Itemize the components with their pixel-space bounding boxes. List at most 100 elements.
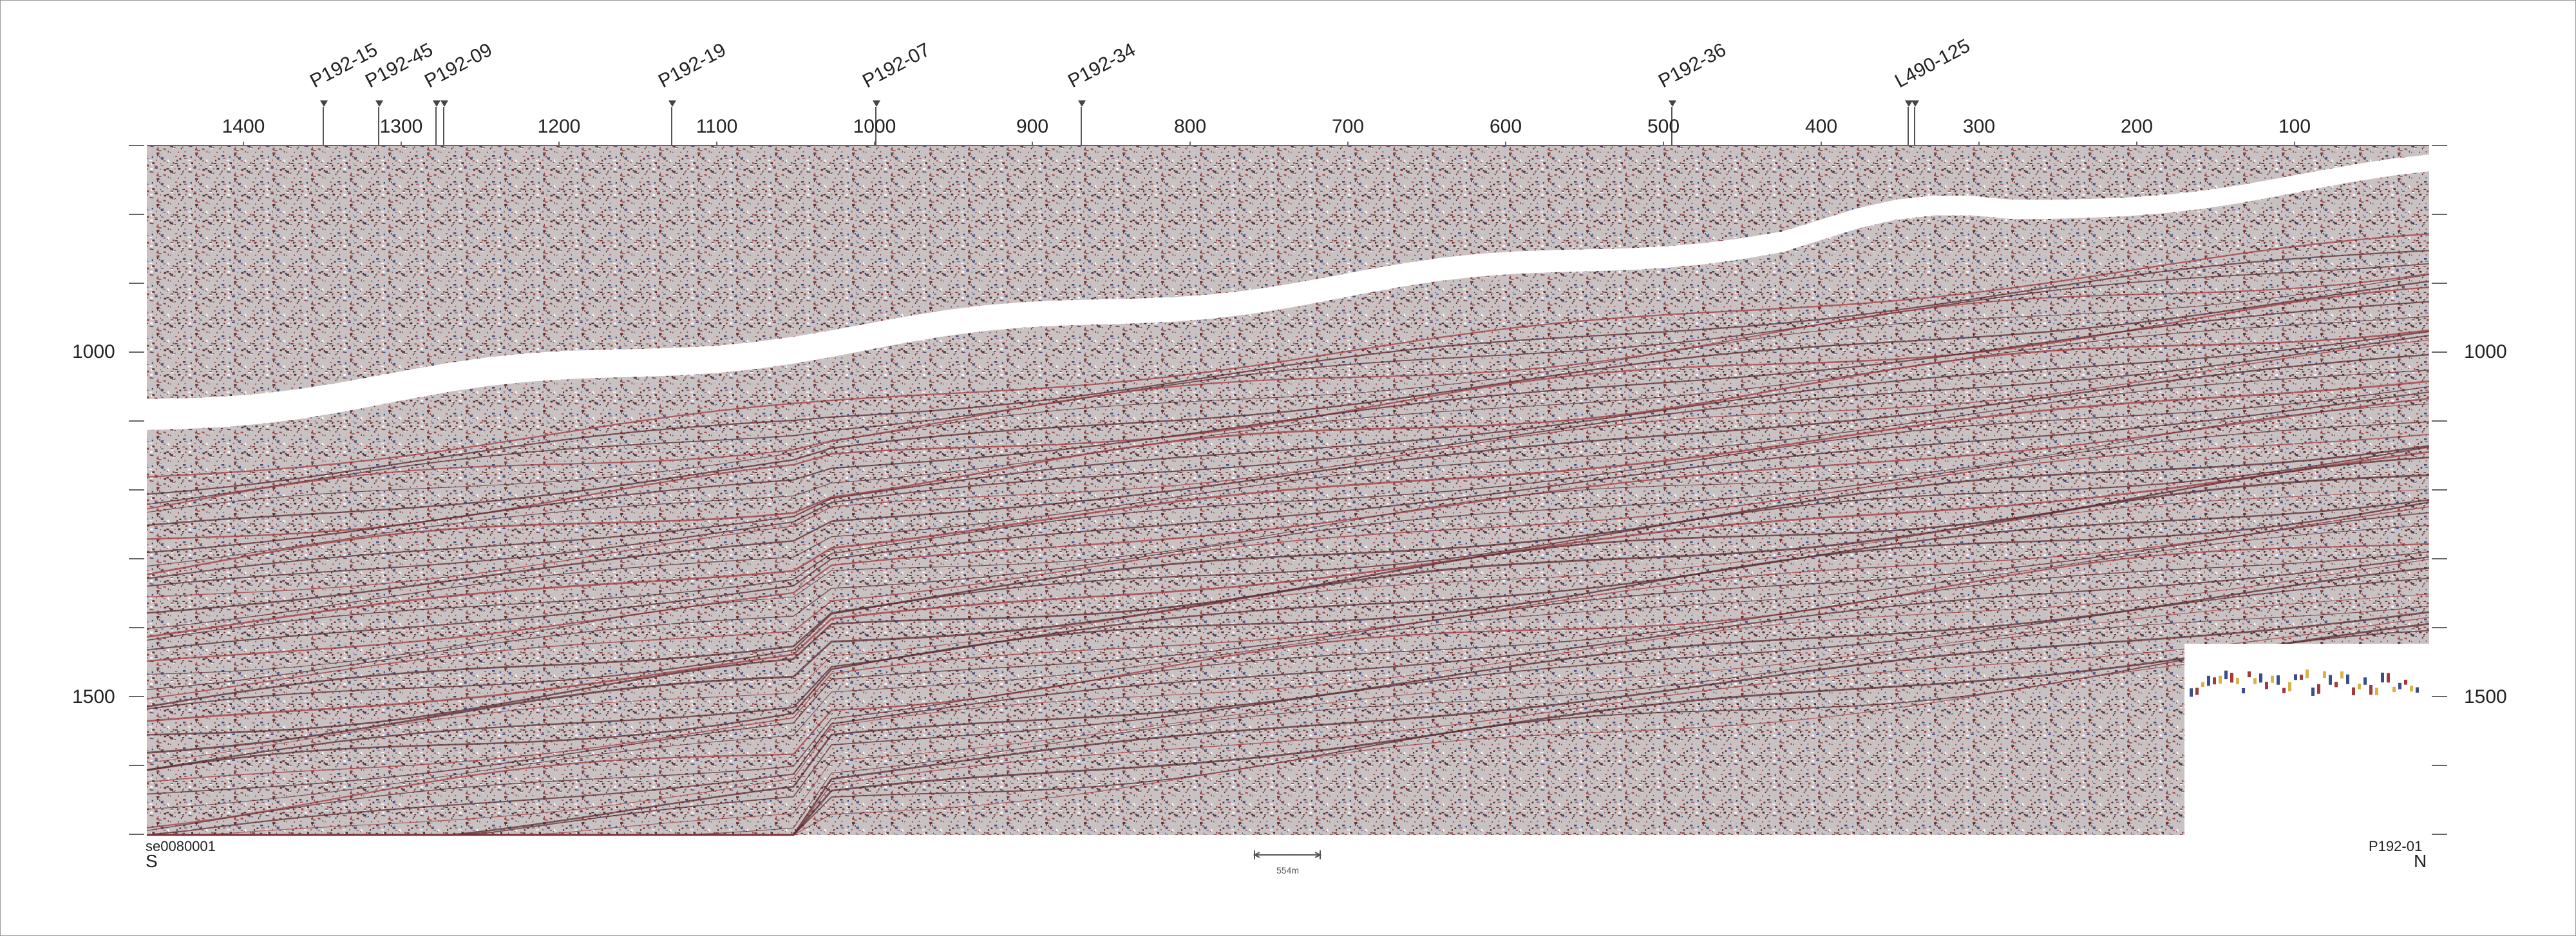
reflector-line xyxy=(146,339,2430,598)
reflector-line xyxy=(146,391,2430,651)
trace-segment xyxy=(2213,677,2216,685)
reflector-line xyxy=(146,233,2430,478)
reflector-line xyxy=(146,506,2430,783)
line-id-label: P192-01 xyxy=(2369,838,2423,854)
reflector-line xyxy=(146,315,2430,567)
reflector-line xyxy=(146,286,2430,540)
reflector-line xyxy=(146,489,2430,763)
reflector-line xyxy=(146,329,2430,576)
reflector-line xyxy=(146,301,2430,554)
shotpoint-tick-label: 700 xyxy=(1331,116,1365,137)
time-axis-label-left: 1500 xyxy=(72,686,115,707)
trace-segment xyxy=(2387,673,2390,683)
reflector-line xyxy=(146,273,2430,510)
reflector-line xyxy=(146,403,2430,675)
well-marker-icon xyxy=(1669,100,1676,107)
shotpoint-tick-label: 1000 xyxy=(853,116,896,137)
shotpoint-tick-label: 1300 xyxy=(379,116,423,137)
trace-segment xyxy=(2352,687,2355,696)
trace-segment xyxy=(2358,683,2361,689)
trace-segment xyxy=(2271,675,2274,683)
reflector-line xyxy=(146,421,2430,691)
trace-segment xyxy=(2363,677,2367,685)
trace-segment xyxy=(2369,685,2372,695)
reflector-line xyxy=(146,551,2430,831)
trace-segment xyxy=(2404,679,2407,685)
well-marker-icon xyxy=(1905,100,1913,107)
shotpoint-tick-label: 1100 xyxy=(696,116,738,137)
shotpoint-tick-label: 200 xyxy=(2120,116,2154,137)
shotpoint-tick-label: 1200 xyxy=(537,116,581,137)
well-marker-icon xyxy=(440,100,448,107)
reflector-line xyxy=(146,501,2430,771)
shotpoint-tick-label: 800 xyxy=(1173,116,1207,137)
trace-segment xyxy=(2259,673,2262,683)
trace-segment xyxy=(2306,669,2309,679)
trace-segment xyxy=(2375,688,2378,696)
shotpoint-tick-label: 300 xyxy=(1962,116,1996,137)
trace-segment xyxy=(2282,688,2286,693)
shotpoint-tick-label: 500 xyxy=(1647,116,1680,137)
trace-segment xyxy=(2300,675,2303,680)
reflector-line xyxy=(146,370,2430,630)
trace-segment xyxy=(2236,677,2239,684)
reflector-line xyxy=(146,386,2430,641)
well-marker-icon xyxy=(320,100,328,107)
trace-segment xyxy=(2265,682,2268,689)
trace-segment xyxy=(2253,678,2257,684)
reflector-line xyxy=(146,433,2430,700)
trace-segment xyxy=(2311,688,2315,696)
trace-segment xyxy=(2201,682,2204,688)
trace-segment xyxy=(2329,675,2332,685)
trace-segment xyxy=(2248,671,2251,678)
trace-segment xyxy=(2195,688,2199,695)
scale-bar-label: 554m xyxy=(1276,865,1300,875)
reflector-line xyxy=(146,380,2430,638)
reflector-line xyxy=(146,330,2430,579)
trace-segment xyxy=(2340,671,2344,679)
well-marker-icon xyxy=(873,100,880,107)
trace-segment xyxy=(2392,686,2396,693)
reflector-line xyxy=(146,335,2430,587)
file-label: se0080001 xyxy=(146,838,216,854)
trace-segment xyxy=(2410,686,2413,692)
well-marker-icon xyxy=(375,100,383,107)
trace-segment xyxy=(2230,673,2233,683)
shotpoint-tick-label: 600 xyxy=(1489,116,1522,137)
reflector-line xyxy=(146,274,2430,513)
time-axis-label-right: 1000 xyxy=(2464,341,2507,362)
reflector-line xyxy=(146,250,2430,495)
reflector-line xyxy=(146,451,2430,722)
trace-segment xyxy=(2381,672,2384,683)
trace-segment xyxy=(2294,674,2297,680)
reflector-line xyxy=(147,577,2430,836)
trace-segment xyxy=(2277,675,2280,685)
well-marker-icon xyxy=(433,100,440,107)
reflector-line xyxy=(146,512,2430,795)
trace-segment xyxy=(2346,674,2349,684)
reflector-line xyxy=(146,445,2430,708)
shotpoint-tick-label: 900 xyxy=(1016,116,1049,137)
trace-segment xyxy=(2334,682,2338,688)
trace-segment xyxy=(2219,675,2222,684)
well-marker-icon xyxy=(1078,100,1086,107)
water-bottom-band xyxy=(147,154,2429,430)
shotpoint-tick-label: 100 xyxy=(2278,116,2311,137)
reflector-line xyxy=(147,647,2430,836)
trace-segment xyxy=(2317,684,2320,694)
well-marker-icon xyxy=(1911,100,1919,107)
reflector-line xyxy=(146,499,2430,771)
direction-left-label: S xyxy=(146,851,158,871)
reflector-line xyxy=(147,567,2430,836)
trace-segment xyxy=(2288,682,2291,691)
reflector-line xyxy=(146,474,2430,754)
trace-segment xyxy=(2242,688,2245,694)
trace-segment xyxy=(2190,688,2193,697)
trace-segment xyxy=(2224,670,2228,680)
scale-bar xyxy=(1253,850,1322,859)
reflector-line xyxy=(146,525,2430,810)
reflector-line xyxy=(146,353,2430,614)
reflector-line xyxy=(146,280,2430,527)
trace-segment xyxy=(2323,671,2326,679)
